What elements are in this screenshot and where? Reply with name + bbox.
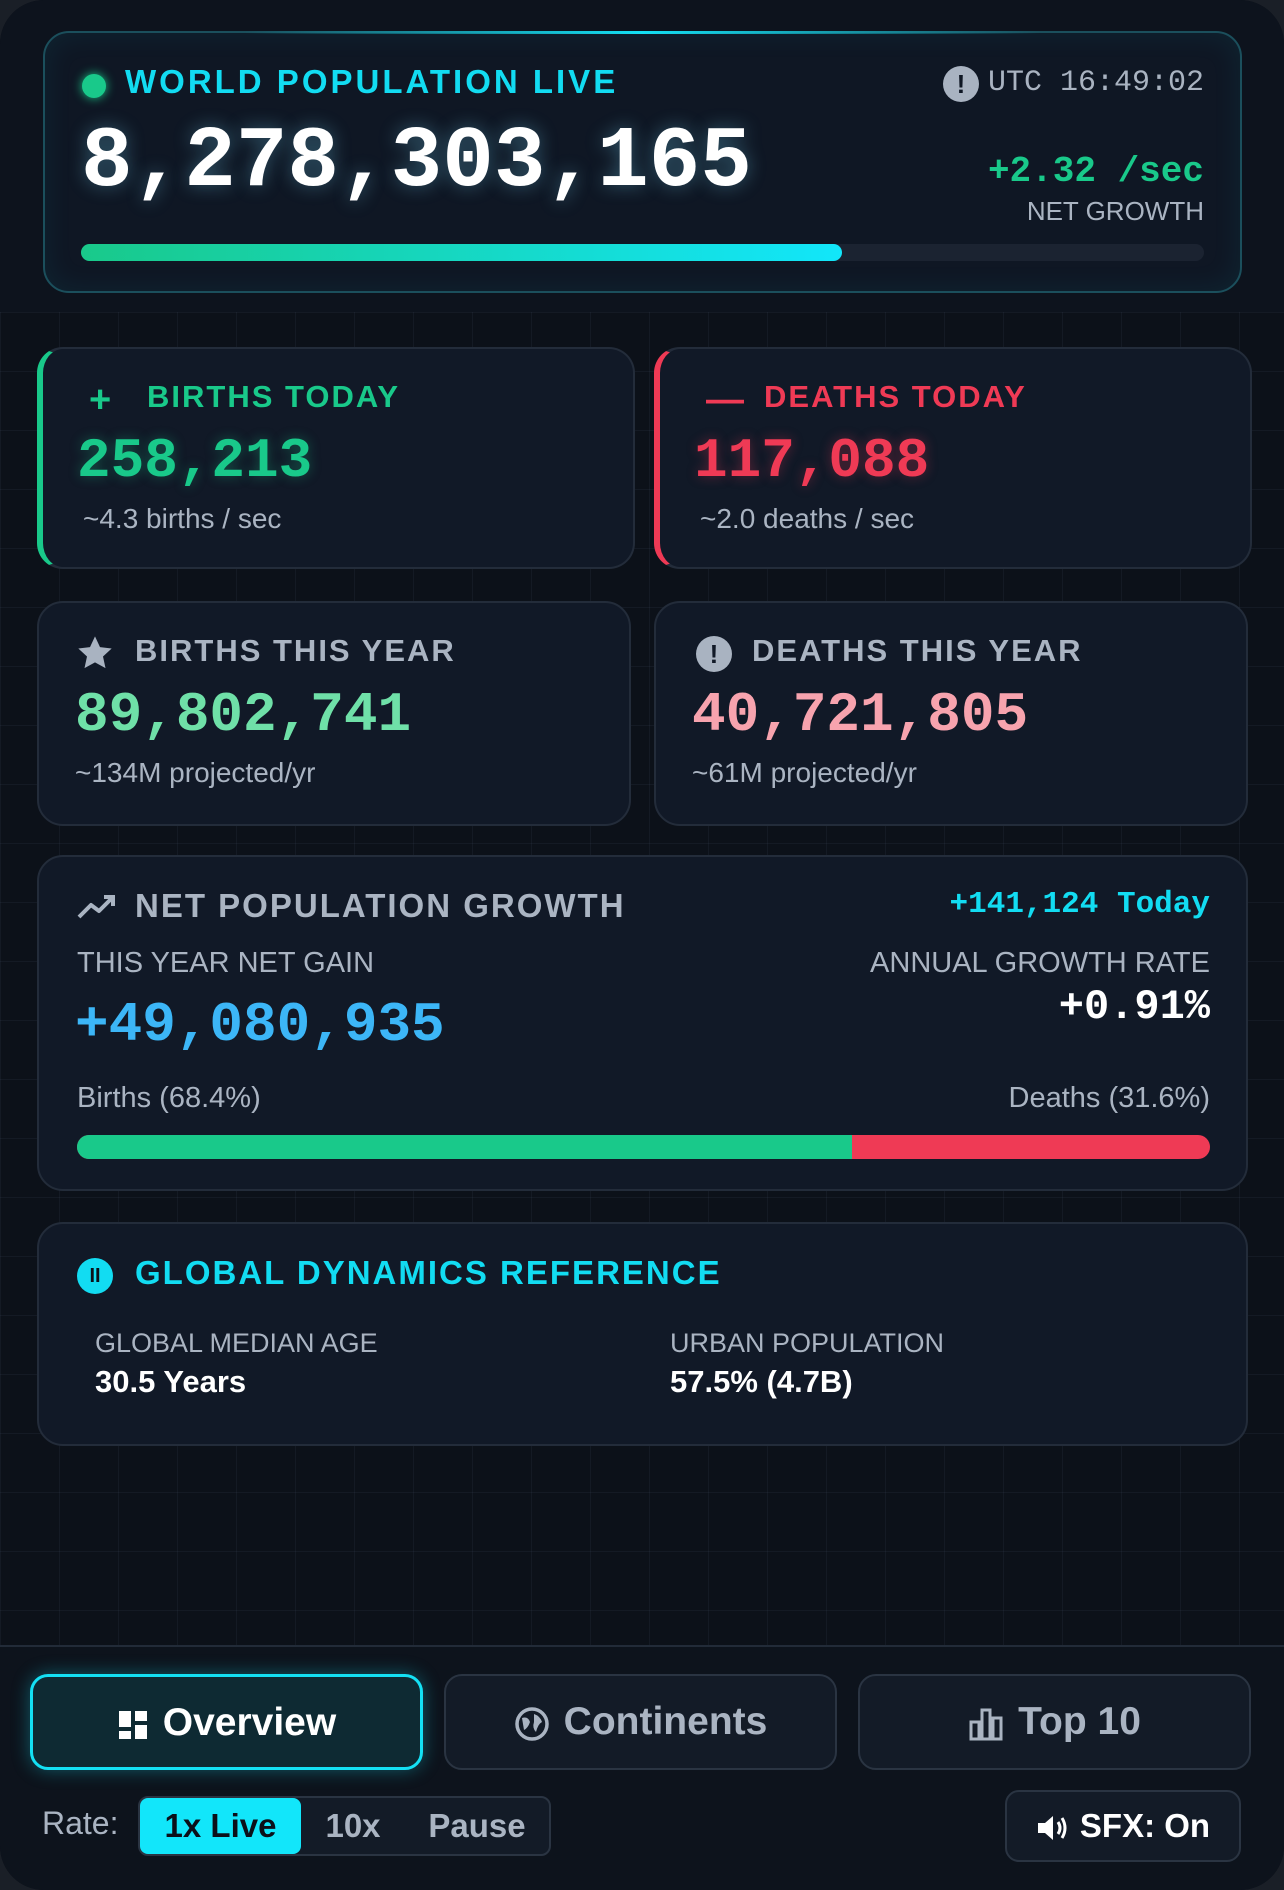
deaths-year-value: 40,721,805 [692, 683, 1029, 747]
births-today-rate: ~4.3 births / sec [83, 503, 282, 534]
deaths-year-title: DEATHS THIS YEAR [752, 633, 1083, 668]
tab-continents-label: Continents [563, 1700, 768, 1743]
urban-population-label: URBAN POPULATION [670, 1328, 945, 1358]
births-deaths-ratio-bar [77, 1135, 1210, 1159]
rate-option-1x-live[interactable]: 1x Live [140, 1798, 301, 1854]
births-share-fill [77, 1135, 852, 1159]
rate-option-10x[interactable]: 10x [325, 1807, 381, 1844]
deaths-year-projection: ~61M projected/yr [692, 757, 917, 788]
deaths-today-title: DEATHS TODAY [764, 379, 1027, 414]
median-age-label: GLOBAL MEDIAN AGE [95, 1328, 378, 1358]
births-year-card: BIRTHS THIS YEAR 89,802,741 ~134M projec… [37, 601, 631, 826]
sfx-label: SFX: On [1079, 1807, 1211, 1844]
annual-growth-rate-label: ANNUAL GROWTH RATE [870, 947, 1210, 979]
rate-option-pause[interactable]: Pause [428, 1807, 526, 1844]
urban-population-value: 57.5% (4.7B) [670, 1364, 853, 1399]
utc-clock: UTC 16:49:02 [987, 66, 1204, 100]
reference-title: GLOBAL DYNAMICS REFERENCE [135, 1254, 722, 1291]
deaths-today-value: 117,088 [694, 429, 930, 493]
net-growth-card: NET POPULATION GROWTH +141,124 Today THI… [37, 855, 1248, 1191]
deaths-year-card: ! DEATHS THIS YEAR 40,721,805 ~61M proje… [654, 601, 1248, 826]
net-growth-today: +141,124 Today [949, 887, 1210, 922]
dashboard-icon [118, 1710, 147, 1739]
births-year-projection: ~134M projected/yr [75, 757, 316, 788]
hero-progress-fill [81, 244, 843, 261]
births-share-label: Births (68.4%) [77, 1082, 261, 1114]
minus-icon: — [706, 379, 744, 421]
tab-top-10[interactable]: Top 10 [858, 1674, 1251, 1770]
births-year-title: BIRTHS THIS YEAR [135, 633, 456, 668]
pause-circle-icon: II [77, 1258, 113, 1294]
bar-chart-icon [969, 1708, 1003, 1741]
rate-label: Rate: [42, 1805, 119, 1841]
net-growth-rate: +2.32 /sec [987, 151, 1204, 192]
deaths-today-card: — DEATHS TODAY 117,088 ~2.0 deaths / sec [654, 347, 1252, 569]
median-age-value: 30.5 Years [95, 1364, 247, 1399]
globe-icon [514, 1706, 549, 1741]
tab-overview-label: Overview [162, 1701, 337, 1744]
deaths-today-rate: ~2.0 deaths / sec [700, 503, 915, 534]
tab-top-10-label: Top 10 [1018, 1700, 1141, 1743]
births-today-value: 258,213 [77, 429, 313, 493]
tab-overview[interactable]: Overview [30, 1674, 423, 1770]
population-hero-card: WORLD POPULATION LIVE 8,278,303,165 ! UT… [43, 31, 1242, 293]
star-icon [78, 636, 112, 669]
births-today-card: + BIRTHS TODAY 258,213 ~4.3 births / sec [37, 347, 635, 569]
alert-icon: ! [696, 636, 732, 672]
net-growth-title: NET POPULATION GROWTH [135, 887, 626, 924]
tab-continents[interactable]: Continents [444, 1674, 837, 1770]
net-growth-label: NET GROWTH [1026, 196, 1204, 226]
plus-icon: + [89, 379, 112, 421]
bottom-controls: Overview Continents Top 10 Rate: 1x Live… [0, 1645, 1284, 1890]
hero-title: WORLD POPULATION LIVE [125, 63, 619, 100]
speaker-icon [1037, 1816, 1067, 1841]
hero-glow-line [245, 31, 1040, 34]
hero-progress-track [81, 244, 1204, 261]
population-counter: 8,278,303,165 [81, 113, 752, 211]
rate-selector: 1x Live 10x Pause [138, 1796, 551, 1856]
global-reference-card: II GLOBAL DYNAMICS REFERENCE GLOBAL MEDI… [37, 1222, 1248, 1446]
births-today-title: BIRTHS TODAY [147, 379, 401, 414]
deaths-share-label: Deaths (31.6%) [1008, 1082, 1211, 1114]
live-indicator-dot [82, 74, 106, 98]
header-band: WORLD POPULATION LIVE 8,278,303,165 ! UT… [0, 0, 1284, 314]
sfx-toggle-button[interactable]: SFX: On [1005, 1790, 1241, 1862]
year-net-gain-label: THIS YEAR NET GAIN [77, 947, 375, 979]
trending-up-icon [77, 895, 115, 919]
info-alert-icon[interactable]: ! [943, 66, 979, 102]
annual-growth-rate-value: +0.91% [1058, 983, 1210, 1031]
year-net-gain-value: +49,080,935 [75, 993, 445, 1057]
births-year-value: 89,802,741 [75, 683, 412, 747]
